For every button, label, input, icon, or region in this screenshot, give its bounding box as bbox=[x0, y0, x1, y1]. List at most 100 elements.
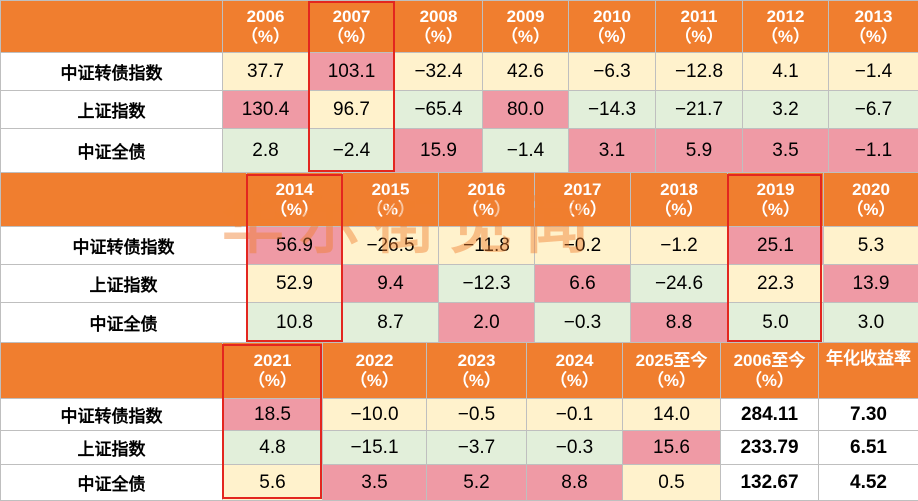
value-cell: 4.52 bbox=[818, 464, 918, 501]
table-row: 上证指数 4.8 −15.1 −3.7 −0.3 15.6 233.79 6.5… bbox=[0, 430, 918, 465]
value-cell: 80.0 bbox=[482, 90, 569, 129]
value-cell: −24.6 bbox=[630, 264, 728, 303]
row-label-shanghai-composite: 上证指数 bbox=[0, 430, 223, 465]
value-cell: −14.3 bbox=[568, 90, 656, 129]
value-cell: 3.5 bbox=[322, 464, 427, 501]
value-cell: 13.9 bbox=[823, 264, 918, 303]
table-row: 中证转债指数 37.7 103.1 −32.4 42.6 −6.3 −12.8 … bbox=[0, 52, 918, 91]
table-row: 中证全债 10.8 8.7 2.0 −0.3 8.8 5.0 3.0 bbox=[0, 302, 918, 343]
table-row: 中证转债指数 56.9 −26.5 −11.8 −0.2 −1.2 25.1 5… bbox=[0, 226, 918, 265]
value-cell: 9.4 bbox=[342, 264, 439, 303]
value-cell: 4.8 bbox=[222, 430, 323, 465]
value-cell: 103.1 bbox=[308, 52, 395, 91]
row-label-convertible-bond-index: 中证转债指数 bbox=[0, 226, 247, 265]
header-corner bbox=[0, 172, 247, 227]
value-cell: 3.0 bbox=[823, 302, 918, 343]
value-cell: −12.3 bbox=[438, 264, 535, 303]
row-label-china-bond-index: 中证全债 bbox=[0, 128, 223, 173]
value-cell: −11.8 bbox=[438, 226, 535, 265]
value-cell: 8.7 bbox=[342, 302, 439, 343]
value-cell: 42.6 bbox=[482, 52, 569, 91]
header-2023: 2023 （%） bbox=[426, 342, 527, 399]
value-cell: 2.8 bbox=[222, 128, 309, 173]
header-corner bbox=[0, 342, 223, 399]
header-2006: 2006 （%） bbox=[222, 0, 309, 53]
header-2021: 2021 （%） bbox=[222, 342, 323, 399]
value-cell: 4.1 bbox=[742, 52, 829, 91]
header-2016: 2016 （%） bbox=[438, 172, 535, 227]
header-2025-ytd: 2025至今 （%） bbox=[622, 342, 721, 399]
value-cell: 3.2 bbox=[742, 90, 829, 129]
value-cell: −0.3 bbox=[534, 302, 631, 343]
header-2009: 2009 （%） bbox=[482, 0, 569, 53]
value-cell: 0.5 bbox=[622, 464, 721, 501]
header-2006-to-date: 2006至今 （%） bbox=[720, 342, 819, 399]
value-cell: 56.9 bbox=[246, 226, 343, 265]
header-2018: 2018 （%） bbox=[630, 172, 728, 227]
value-cell: −12.8 bbox=[655, 52, 743, 91]
value-cell: 5.2 bbox=[426, 464, 527, 501]
value-cell: −0.1 bbox=[526, 398, 623, 431]
value-cell: 5.6 bbox=[222, 464, 323, 501]
row-label-shanghai-composite: 上证指数 bbox=[0, 264, 247, 303]
row-label-shanghai-composite: 上证指数 bbox=[0, 90, 223, 129]
header-2008: 2008 （%） bbox=[394, 0, 483, 53]
value-cell: 5.0 bbox=[727, 302, 824, 343]
value-cell: −0.2 bbox=[534, 226, 631, 265]
header-2007: 2007 （%） bbox=[308, 0, 395, 53]
value-cell: −32.4 bbox=[394, 52, 483, 91]
table-row: 中证全债 5.6 3.5 5.2 8.8 0.5 132.67 4.52 bbox=[0, 464, 918, 501]
value-cell: −1.2 bbox=[630, 226, 728, 265]
header-2010: 2010 （%） bbox=[568, 0, 656, 53]
value-cell: 52.9 bbox=[246, 264, 343, 303]
table-row: 中证全债 2.8 −2.4 15.9 −1.4 3.1 5.9 3.5 −1.1 bbox=[0, 128, 918, 173]
value-cell: −65.4 bbox=[394, 90, 483, 129]
value-cell: 22.3 bbox=[727, 264, 824, 303]
table-row: 中证转债指数 18.5 −10.0 −0.5 −0.1 14.0 284.11 … bbox=[0, 398, 918, 431]
table-row: 上证指数 52.9 9.4 −12.3 6.6 −24.6 22.3 13.9 bbox=[0, 264, 918, 303]
value-cell: −26.5 bbox=[342, 226, 439, 265]
value-cell: 8.8 bbox=[630, 302, 728, 343]
value-cell: −15.1 bbox=[322, 430, 427, 465]
header-2022: 2022 （%） bbox=[322, 342, 427, 399]
value-cell: 8.8 bbox=[526, 464, 623, 501]
header-2017: 2017 （%） bbox=[534, 172, 631, 227]
header-annualized-return: 年化收益率 bbox=[818, 342, 918, 399]
value-cell: −1.1 bbox=[828, 128, 918, 173]
header-2011: 2011 （%） bbox=[655, 0, 743, 53]
value-cell: 96.7 bbox=[308, 90, 395, 129]
table-block-2021-summary: 2021 （%） 2022 （%） 2023 （%） 2024 （%） 2025至今 （%… bbox=[0, 342, 918, 501]
row-label-convertible-bond-index: 中证转债指数 bbox=[0, 52, 223, 91]
value-cell: 5.3 bbox=[823, 226, 918, 265]
value-cell: −1.4 bbox=[828, 52, 918, 91]
value-cell: −2.4 bbox=[308, 128, 395, 173]
header-corner bbox=[0, 0, 223, 53]
row-label-convertible-bond-index: 中证转债指数 bbox=[0, 398, 223, 431]
value-cell: 25.1 bbox=[727, 226, 824, 265]
value-cell: 130.4 bbox=[222, 90, 309, 129]
header-2014: 2014 （%） bbox=[246, 172, 343, 227]
value-cell: 284.11 bbox=[720, 398, 819, 431]
value-cell: −1.4 bbox=[482, 128, 569, 173]
table-block-2006-2013: 2006 （%） 2007 （%） 2008 （%） 2009 （%） 2010 （%） … bbox=[0, 0, 918, 173]
value-cell: −0.3 bbox=[526, 430, 623, 465]
value-cell: −3.7 bbox=[426, 430, 527, 465]
value-cell: 3.5 bbox=[742, 128, 829, 173]
value-cell: −6.3 bbox=[568, 52, 656, 91]
value-cell: 15.6 bbox=[622, 430, 721, 465]
row-label-china-bond-index: 中证全债 bbox=[0, 302, 247, 343]
value-cell: −0.5 bbox=[426, 398, 527, 431]
value-cell: −21.7 bbox=[655, 90, 743, 129]
value-cell: 37.7 bbox=[222, 52, 309, 91]
table-block-2014-2020: 2014 （%） 2015 （%） 2016 （%） 2017 （%） 2018 （%） … bbox=[0, 172, 918, 343]
value-cell: 132.67 bbox=[720, 464, 819, 501]
value-cell: 10.8 bbox=[246, 302, 343, 343]
header-2012: 2012 （%） bbox=[742, 0, 829, 53]
header-2013: 2013 （%） bbox=[828, 0, 918, 53]
table-row: 上证指数 130.4 96.7 −65.4 80.0 −14.3 −21.7 3… bbox=[0, 90, 918, 129]
value-cell: −6.7 bbox=[828, 90, 918, 129]
value-cell: 7.30 bbox=[818, 398, 918, 431]
value-cell: 18.5 bbox=[222, 398, 323, 431]
value-cell: 15.9 bbox=[394, 128, 483, 173]
